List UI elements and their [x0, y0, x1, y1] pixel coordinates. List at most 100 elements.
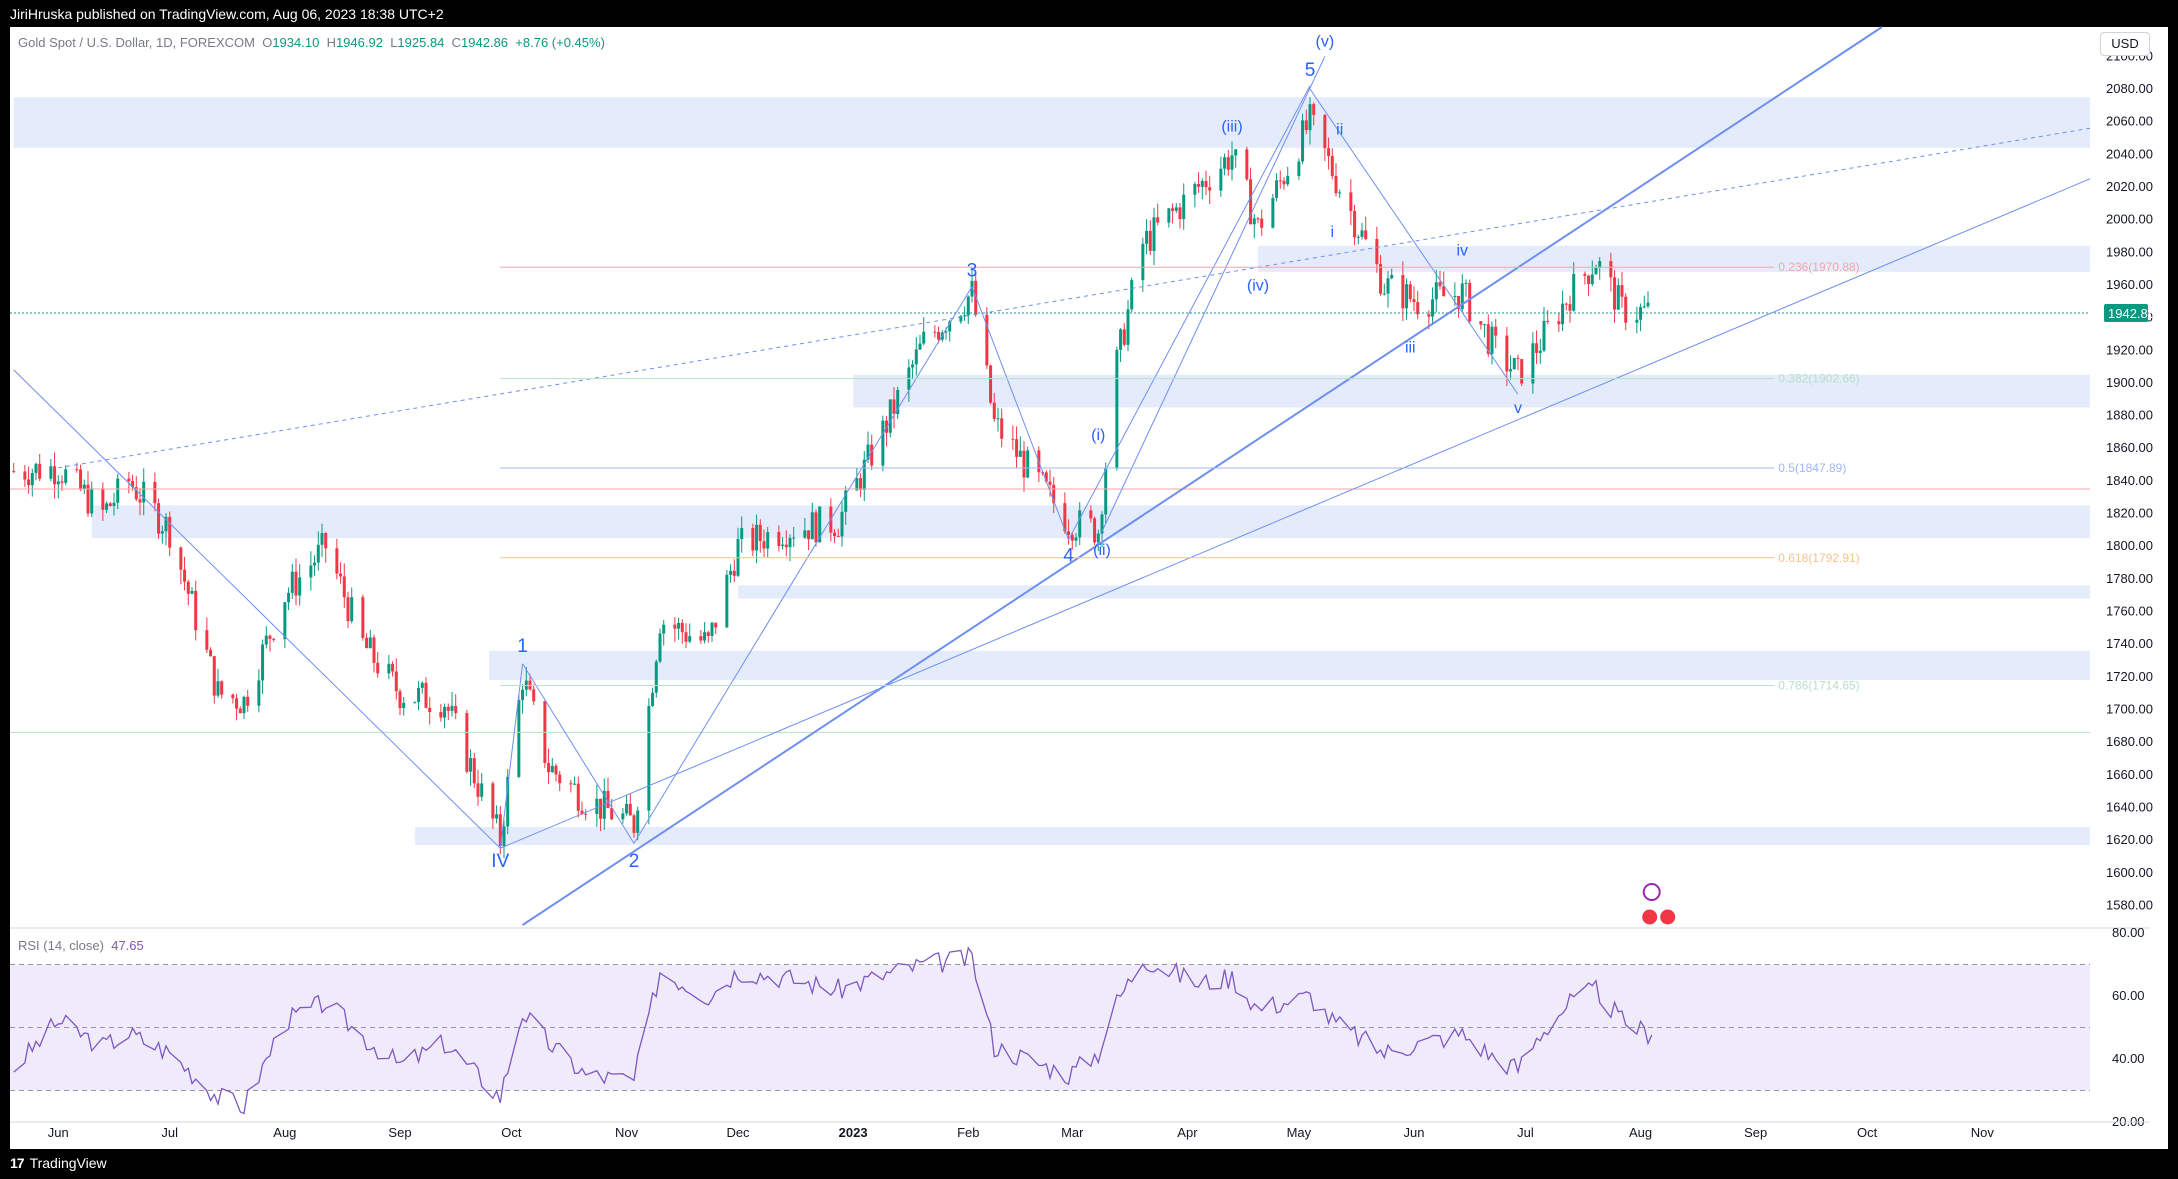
- price-zone: [853, 374, 2091, 408]
- time-tick-label: Aug: [1629, 1125, 1652, 1140]
- time-axis: Jun Jul Aug Sep Oct Nov Dec 2023 Feb Mar Apr May Jun…: [10, 883, 2150, 1140]
- candle-body: [554, 765, 558, 775]
- rsi-tick-label: 80.00: [2112, 925, 2145, 940]
- candle-body: [498, 814, 502, 847]
- price-tick-label: 1960.00: [2106, 277, 2153, 292]
- candle-body: [428, 707, 432, 712]
- candle-body: [1044, 472, 1048, 482]
- price-zone: [414, 827, 2090, 845]
- candle-body: [684, 632, 688, 642]
- candle-body: [636, 810, 640, 833]
- price-tick-label: 1900.00: [2106, 375, 2153, 390]
- rsi-tick-label: 40.00: [2112, 1051, 2145, 1066]
- wave-line: [1309, 88, 1519, 395]
- close-value: 1942.86: [461, 35, 509, 50]
- candle-body: [339, 573, 343, 577]
- price-tick-label: 2000.00: [2106, 212, 2153, 227]
- candles: [12, 97, 1650, 859]
- candle-body: [465, 713, 469, 772]
- wave-label: v: [1514, 400, 1522, 417]
- candle-body: [1011, 438, 1015, 440]
- candle-body: [1115, 349, 1119, 469]
- candle-body: [1230, 155, 1234, 170]
- candle-body: [443, 706, 447, 718]
- candle-body: [1512, 358, 1516, 370]
- candle-body: [112, 502, 116, 507]
- candle-body: [1546, 320, 1550, 322]
- candle-body: [1223, 157, 1227, 169]
- wave-label: iii: [1405, 340, 1416, 357]
- candle-body: [788, 537, 792, 548]
- candle-body: [833, 532, 837, 536]
- candle-body: [1505, 335, 1509, 372]
- candle-body: [992, 402, 996, 419]
- candle-body: [1119, 329, 1123, 350]
- candle-body: [264, 635, 268, 645]
- rsi-legend[interactable]: RSI (14, close) 47.65: [18, 938, 144, 953]
- candle-body: [23, 471, 27, 480]
- high-value: 1946.92: [335, 35, 383, 50]
- candle-body: [1494, 326, 1498, 336]
- candle-body: [1379, 264, 1383, 294]
- time-tick-label: Nov: [615, 1125, 639, 1140]
- candle-body: [164, 516, 168, 532]
- time-tick-label: Oct: [1857, 1125, 1878, 1140]
- price-tick-label: 1860.00: [2106, 440, 2153, 455]
- price-tick-label: 1580.00: [2106, 897, 2153, 912]
- candle-body: [368, 637, 372, 649]
- candle-body: [862, 459, 866, 490]
- tradingview-brand: TradingView: [29, 1155, 107, 1171]
- us-flag-icon: [1641, 908, 1659, 926]
- candle-body: [870, 444, 874, 466]
- candle-body: [966, 296, 970, 316]
- candle-body: [86, 484, 90, 514]
- candle-body: [1564, 303, 1568, 305]
- candle-body: [1609, 261, 1613, 278]
- candle-body: [1639, 306, 1643, 320]
- candle-body: [27, 479, 31, 486]
- candle-body: [1167, 208, 1171, 223]
- candle-body: [1598, 261, 1602, 268]
- candle-body: [1453, 295, 1457, 297]
- candle-body: [194, 591, 198, 631]
- fib-level-label: 0.618(1792.91): [1778, 551, 1859, 565]
- wave-label: 5: [1305, 60, 1316, 81]
- candle-body: [1156, 217, 1160, 223]
- candle-body: [472, 758, 476, 784]
- candle-body: [190, 591, 194, 594]
- wave-line: [13, 369, 501, 849]
- wave-label: 3: [967, 261, 978, 282]
- candle-body: [606, 790, 610, 809]
- candle-body: [361, 597, 365, 638]
- candle-body: [446, 706, 450, 711]
- currency-button[interactable]: USD: [2100, 32, 2150, 56]
- wave-label: IV: [491, 851, 509, 872]
- tradingview-logo[interactable]: 17 TradingView: [10, 1155, 107, 1171]
- candle-body: [1416, 302, 1420, 315]
- candle-body: [1516, 358, 1520, 360]
- candle-body: [1249, 179, 1253, 225]
- high-label: H: [326, 35, 336, 50]
- candle-body: [495, 814, 499, 819]
- candle-body: [632, 815, 636, 833]
- symbol-legend[interactable]: Gold Spot / U.S. Dollar, 1D, FOREXCOM O1…: [18, 35, 605, 50]
- candle-body: [836, 535, 840, 537]
- candle-body: [1360, 230, 1364, 237]
- wave-label: 4: [1063, 546, 1074, 567]
- candle-body: [242, 696, 246, 714]
- footer-bar: [0, 1149, 2178, 1179]
- price-tick-label: 1640.00: [2106, 799, 2153, 814]
- candle-body: [677, 622, 681, 629]
- candle-body: [714, 622, 718, 628]
- candle-body: [49, 466, 53, 479]
- candle-body: [888, 399, 892, 433]
- candle-body: [1520, 359, 1524, 384]
- candle-body: [131, 481, 135, 488]
- candle-body: [1594, 267, 1598, 275]
- candle-body: [1460, 283, 1464, 310]
- candle-body: [450, 705, 454, 711]
- candle-body: [725, 574, 729, 628]
- trend-lines: [10, 26, 2091, 926]
- candle-body: [1427, 314, 1431, 317]
